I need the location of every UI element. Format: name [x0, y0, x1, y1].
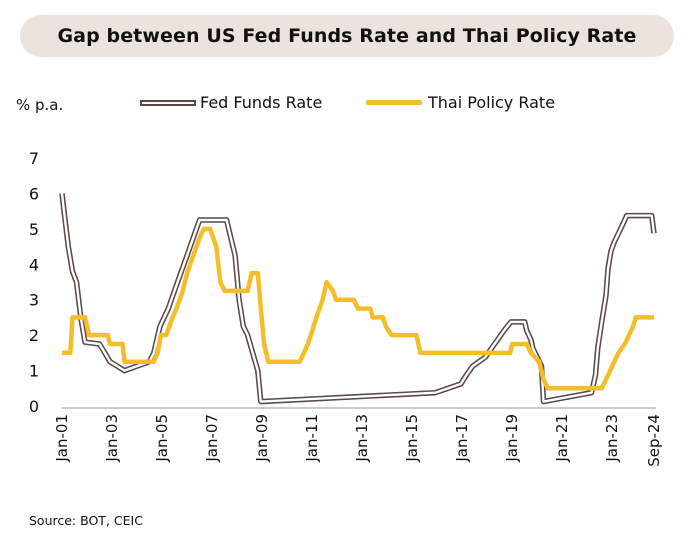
legend-label-thai: Thai Policy Rate: [428, 93, 556, 112]
y-tick-label: 5: [29, 220, 39, 239]
x-tick-label: Jan-21: [553, 414, 571, 463]
x-axis-ticks: Jan-01 Jan-03 Jan-05 Jan-07 Jan-09 Jan-11 Jan-…: [53, 414, 663, 467]
series-group: [59, 193, 657, 405]
x-tick-label: Jan-13: [353, 414, 371, 463]
legend-swatch-fed: [140, 99, 196, 106]
legend-label-fed: Fed Funds Rate: [200, 93, 323, 112]
x-tick-label: Jan-11: [303, 414, 321, 463]
series-line-thai: [62, 226, 654, 391]
y-tick-label: 3: [29, 291, 39, 310]
y-tick-label: 4: [29, 255, 39, 274]
x-tick-label: Jan-19: [503, 414, 521, 463]
legend-item-thai: Thai Policy Rate: [366, 93, 555, 112]
x-tick-label: Jan-01: [53, 414, 71, 463]
source-note: Source: BOT, CEIC: [29, 513, 143, 528]
x-tick-label: Sep-24: [645, 414, 663, 467]
x-tick-label: Jan-23: [603, 414, 621, 463]
x-tick-label: Jan-15: [403, 414, 421, 463]
legend-item-fed: Fed Funds Rate: [140, 93, 322, 112]
y-axis-unit-label: % p.a.: [16, 96, 64, 114]
y-tick-label: 2: [29, 326, 39, 345]
x-tick-label: Jan-17: [453, 414, 471, 463]
chart-title-text: Gap between US Fed Funds Rate and Thai P…: [57, 25, 637, 47]
chart-title: Gap between US Fed Funds Rate and Thai P…: [20, 15, 674, 57]
y-tick-label: 1: [29, 362, 39, 381]
y-tick-label: 0: [29, 397, 39, 416]
y-tick-label: 6: [29, 184, 39, 203]
y-axis-ticks: 0 1 2 3 4 5 6 7: [29, 149, 39, 416]
x-tick-label: Jan-03: [103, 414, 121, 463]
series-line-fed: [60, 193, 656, 403]
x-tick-label: Jan-05: [153, 414, 171, 463]
x-tick-label: Jan-09: [253, 414, 271, 463]
y-tick-label: 7: [29, 149, 39, 168]
legend-swatch-thai: [366, 100, 422, 105]
x-tick-label: Jan-07: [203, 414, 221, 463]
series-line-fed-outline: [59, 193, 657, 405]
